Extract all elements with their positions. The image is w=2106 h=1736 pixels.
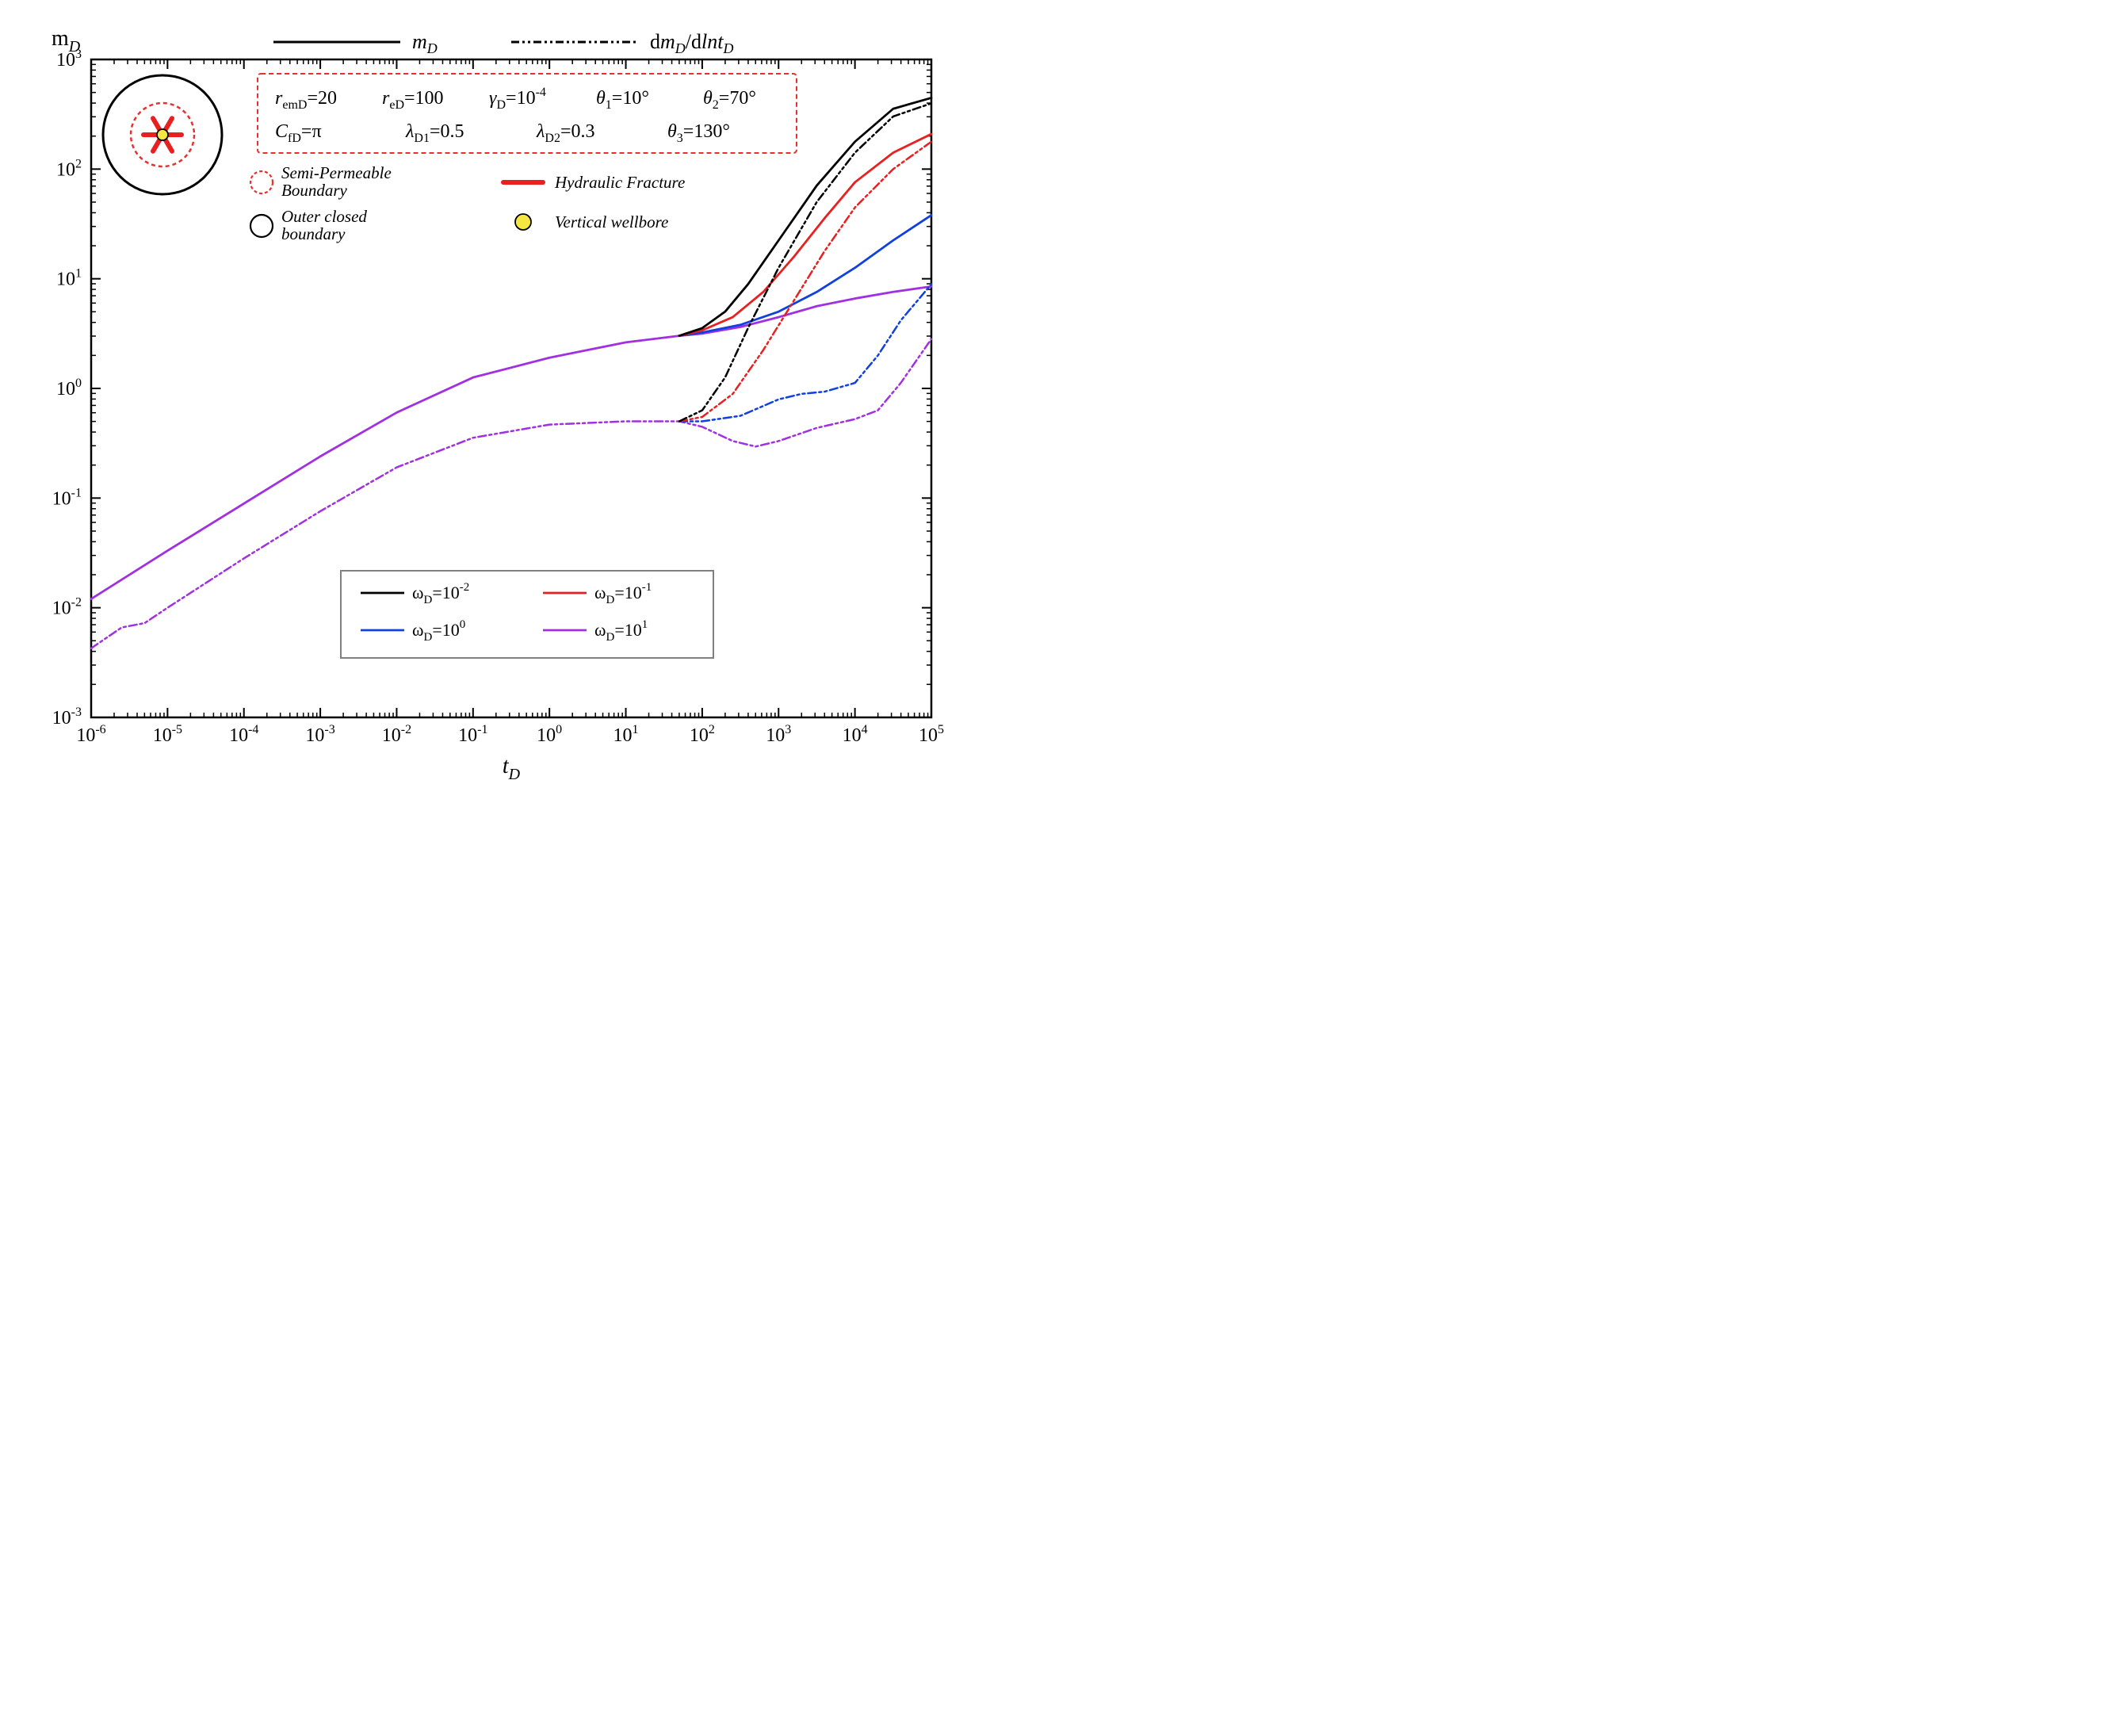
- svg-text:θ1=10°: θ1=10°: [596, 88, 649, 112]
- svg-text:λD2=0.3: λD2=0.3: [536, 121, 595, 145]
- chart-container: 10-610-510-410-310-210-11001011021031041…: [16, 16, 967, 801]
- svg-text:θ2=70°: θ2=70°: [703, 88, 756, 112]
- chart-svg: 10-610-510-410-310-210-11001011021031041…: [16, 16, 967, 801]
- svg-text:λD1=0.5: λD1=0.5: [405, 121, 464, 145]
- svg-text:dmD/dlntD: dmD/dlntD: [650, 30, 733, 56]
- svg-text:Hydraulic Fracture: Hydraulic Fracture: [554, 173, 685, 192]
- svg-text:Vertical wellbore: Vertical wellbore: [555, 212, 668, 231]
